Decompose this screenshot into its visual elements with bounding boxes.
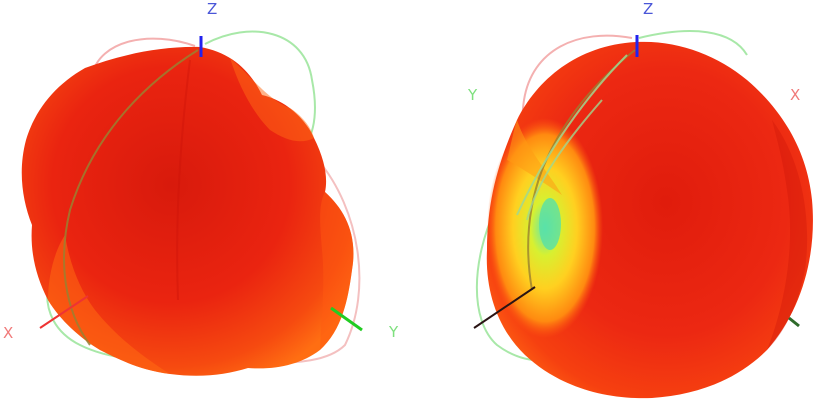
radiation-pattern-right [473,30,813,399]
x-axis-left [39,295,89,329]
cut-curve-green-left-top [204,30,316,141]
y-axis-left [330,306,363,332]
cut-curve-olive-left [63,49,199,346]
cut-curve-olive-right-1 [527,49,636,291]
pattern-surface-left-rightlobe [320,192,354,350]
z-axis-label-left: Z [207,0,218,18]
z-axis-label-right: Z [643,0,654,18]
pattern-view-left[interactable]: Z X Y [0,0,407,412]
pattern-surface-right-bulge [507,120,562,195]
pattern-surface-left-shade [48,235,170,374]
y-axis-label-left: Y [389,323,399,341]
y-axis-label-right: Y [468,86,478,104]
cut-curve-green-right-inner2 [526,99,603,221]
cut-curve-green-right-top [638,30,748,56]
pattern-view-right[interactable]: Z X Y [407,0,814,412]
radiation-pattern-left [21,30,363,376]
pattern-surface-left-seam [176,59,191,301]
pattern-min-gain-spot [539,198,561,250]
pattern-surface-left-highlight [230,58,314,142]
pattern-surface-right-shade [767,120,808,350]
x-axis-label-left: X [3,324,14,342]
cut-curve-green-right-inner [516,54,628,216]
y-axis-right [788,316,800,328]
x-axis-right [473,286,536,329]
x-axis-label-right: X [790,86,801,104]
